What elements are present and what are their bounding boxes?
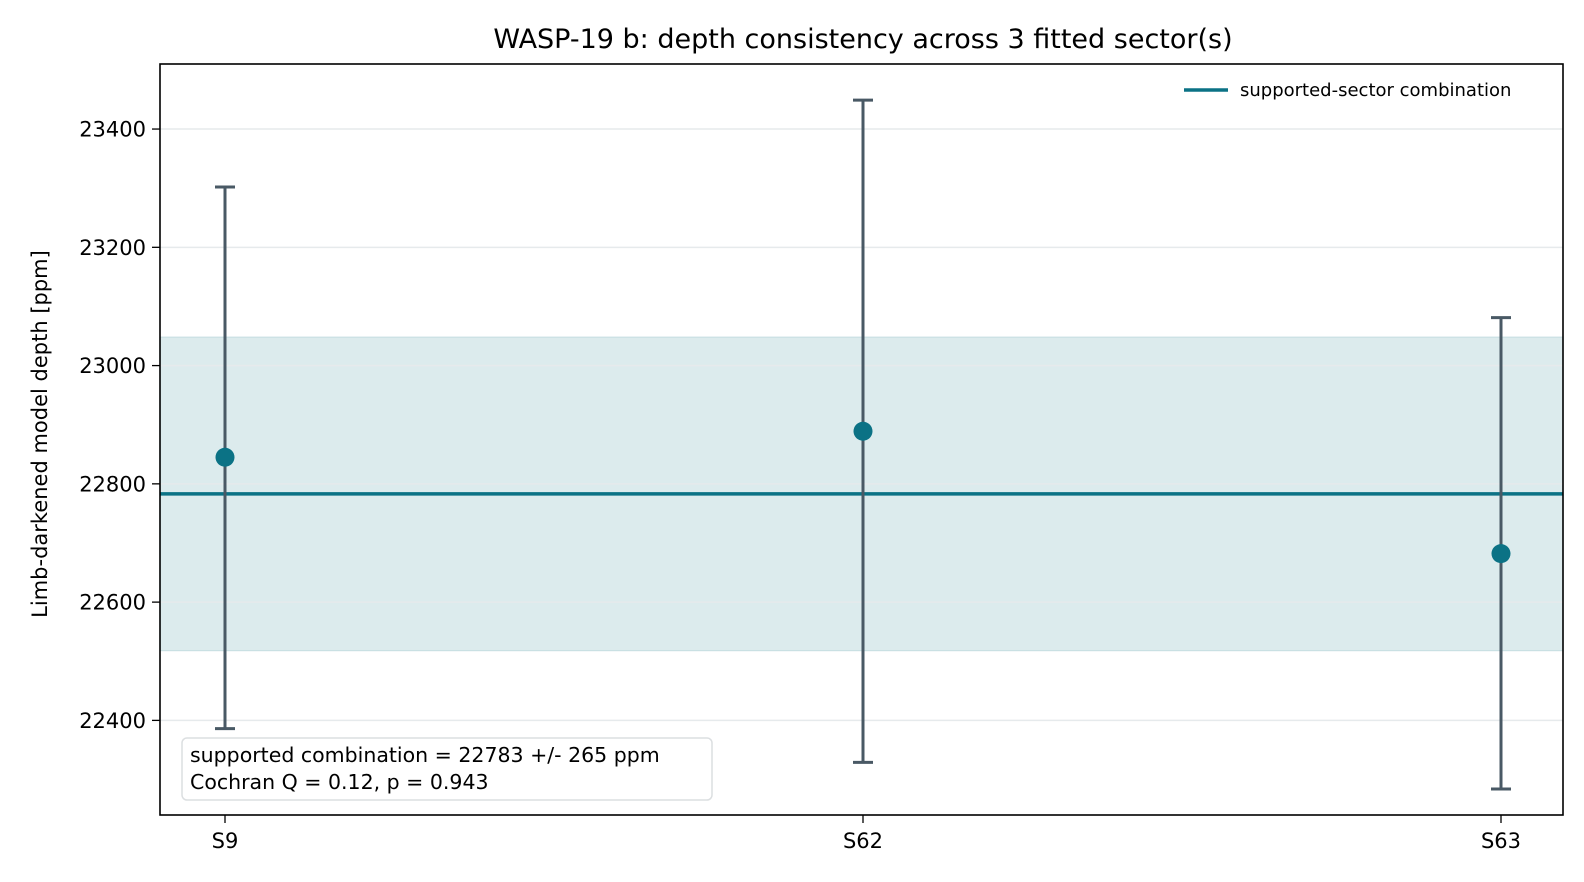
x-tick-label: S62 <box>843 829 883 853</box>
y-tick-label: 22800 <box>79 472 146 496</box>
x-tick-label: S9 <box>212 829 239 853</box>
y-tick-label: 22400 <box>79 709 146 733</box>
axes-frame <box>159 63 1564 816</box>
y-tick-label: 23400 <box>79 118 146 142</box>
y-axis-label: Limb-darkened model depth [ppm] <box>28 250 52 618</box>
annotation-line: supported combination = 22783 +/- 265 pp… <box>190 743 660 767</box>
annotation-line: Cochran Q = 0.12, p = 0.943 <box>190 770 489 794</box>
chart-title: WASP-19 b: depth consistency across 3 fi… <box>493 24 1232 55</box>
x-tick-label: S63 <box>1481 829 1521 853</box>
plot-area: 22400 22600 22800 23000 23200 23400 S9 S62 S63 su… <box>79 63 1564 853</box>
annotation-box <box>181 737 713 801</box>
data-point-S9 <box>215 447 235 467</box>
data-point-S62 <box>853 421 873 441</box>
y-tick-label: 22600 <box>79 591 146 615</box>
y-tick-label: 23000 <box>79 354 146 378</box>
legend-label: supported-sector combination <box>1240 80 1511 101</box>
data-point-S63 <box>1491 544 1511 564</box>
y-tick-label: 23200 <box>79 236 146 260</box>
